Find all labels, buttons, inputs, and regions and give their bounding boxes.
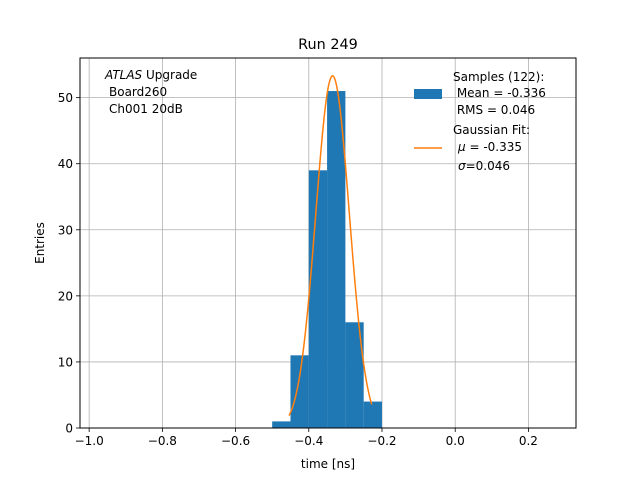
axes-frame [79, 57, 577, 429]
chart-title: Run 249 [298, 37, 358, 53]
legend-samples-line-3: RMS = 0.046 [453, 103, 535, 117]
annotation-line-3: Ch001 20dB [109, 102, 183, 116]
legend-mu-value: = -0.335 [466, 140, 522, 154]
y-tick-label: 10 [58, 355, 73, 369]
legend-histogram-swatch [414, 89, 442, 99]
legend-fit-sigma: σ=0.046 [458, 159, 510, 173]
histogram-bars [272, 91, 382, 429]
legend-sigma-value: =0.046 [466, 159, 510, 173]
legend: Samples (122): Mean = -0.336 RMS = 0.046… [414, 70, 546, 173]
legend-samples-line-2: Mean = -0.336 [453, 86, 546, 100]
legend-fit-title: Gaussian Fit: [453, 123, 530, 137]
y-tick-label: 50 [58, 91, 73, 105]
gaussian-fit-curve [288, 75, 373, 416]
histogram-bar [290, 355, 309, 428]
legend-samples-line-1: Samples (122): [453, 70, 544, 84]
legend-mu-symbol: μ [457, 140, 466, 154]
y-axis-ticks: 0 10 20 30 40 50 [58, 91, 80, 436]
x-tick-label: −0.2 [367, 434, 396, 448]
y-tick-label: 30 [58, 223, 73, 237]
histogram-bar [272, 421, 291, 428]
y-tick-label: 40 [58, 157, 73, 171]
legend-sigma-symbol: σ [458, 159, 466, 173]
histogram-bar [308, 170, 328, 429]
annotation-atlas: ATLAS [104, 68, 143, 82]
annotation-line-2: Board260 [109, 85, 167, 99]
x-tick-label: −0.6 [221, 434, 250, 448]
histogram-bar [345, 322, 364, 428]
histogram-bar [327, 91, 346, 429]
y-tick-label: 0 [65, 422, 73, 436]
x-tick-label: −1.0 [75, 434, 104, 448]
x-axis-ticks: −1.0 −0.8 −0.6 −0.4 −0.2 0.0 0.2 [75, 428, 538, 448]
histogram-bar [363, 401, 382, 428]
y-tick-label: 20 [58, 289, 73, 303]
x-tick-label: −0.8 [148, 434, 177, 448]
x-tick-label: 0.0 [446, 434, 465, 448]
x-axis-label: time [ns] [301, 457, 355, 471]
annotation-text: ATLAS Upgrade Board260 Ch001 20dB [104, 68, 197, 116]
x-tick-label: −0.4 [294, 434, 323, 448]
x-tick-label: 0.2 [519, 434, 538, 448]
annotation-upgrade: Upgrade [142, 68, 197, 82]
annotation-line-1: ATLAS Upgrade [104, 68, 197, 82]
y-axis-label: Entries [33, 222, 47, 264]
legend-fit-mu: μ = -0.335 [457, 140, 522, 154]
